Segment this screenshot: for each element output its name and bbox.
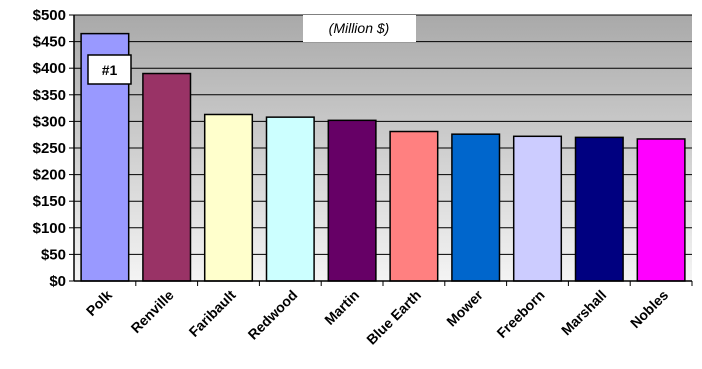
x-tick-label: Redwood xyxy=(245,287,301,343)
y-tick-label: $400 xyxy=(33,60,66,77)
x-tick-label: Faribault xyxy=(185,287,238,340)
y-tick-label: $50 xyxy=(41,246,66,263)
x-tick-label: Renville xyxy=(128,287,177,336)
unit-note: (Million $) xyxy=(329,20,390,36)
unit-note-box xyxy=(303,15,416,42)
x-tick-label: Marshall xyxy=(558,287,609,338)
y-tick-label: $450 xyxy=(33,34,66,51)
bar-redwood xyxy=(265,116,315,282)
x-tick-label: Freeborn xyxy=(493,287,547,341)
rank-badge: #1 xyxy=(102,62,118,78)
bar-renville xyxy=(142,72,192,282)
bar-nobles xyxy=(636,138,686,282)
bar-blue-earth xyxy=(389,130,439,282)
y-tick-label: $200 xyxy=(33,167,66,184)
y-tick-label: $350 xyxy=(33,87,66,104)
bar-marshall xyxy=(574,136,624,282)
bar-faribault xyxy=(203,113,254,282)
x-tick-label: Mower xyxy=(443,286,486,329)
y-tick-label: $0 xyxy=(49,273,66,290)
bar-mower xyxy=(451,133,501,282)
y-axis-ticks: $0 $50 $100 $150 $200 $250 $300 $350 $400 $450 $50… xyxy=(33,7,74,290)
x-tick-label: Polk xyxy=(83,287,115,319)
y-tick-label: $300 xyxy=(33,113,66,130)
x-tick-label: Nobles xyxy=(627,287,671,331)
y-tick-label: $150 xyxy=(33,193,66,210)
y-tick-label: $100 xyxy=(33,220,66,237)
rank-badge-box xyxy=(87,54,132,85)
bar-freeborn xyxy=(512,135,563,282)
y-tick-label: $500 xyxy=(33,7,66,24)
x-tick-label: Blue Earth xyxy=(363,287,424,348)
x-axis-labels: Polk Renville Faribault Redwood Martin Blue E… xyxy=(83,281,693,348)
bar-martin xyxy=(327,119,377,282)
y-tick-label: $250 xyxy=(33,140,66,157)
x-tick-label: Martin xyxy=(321,287,362,328)
